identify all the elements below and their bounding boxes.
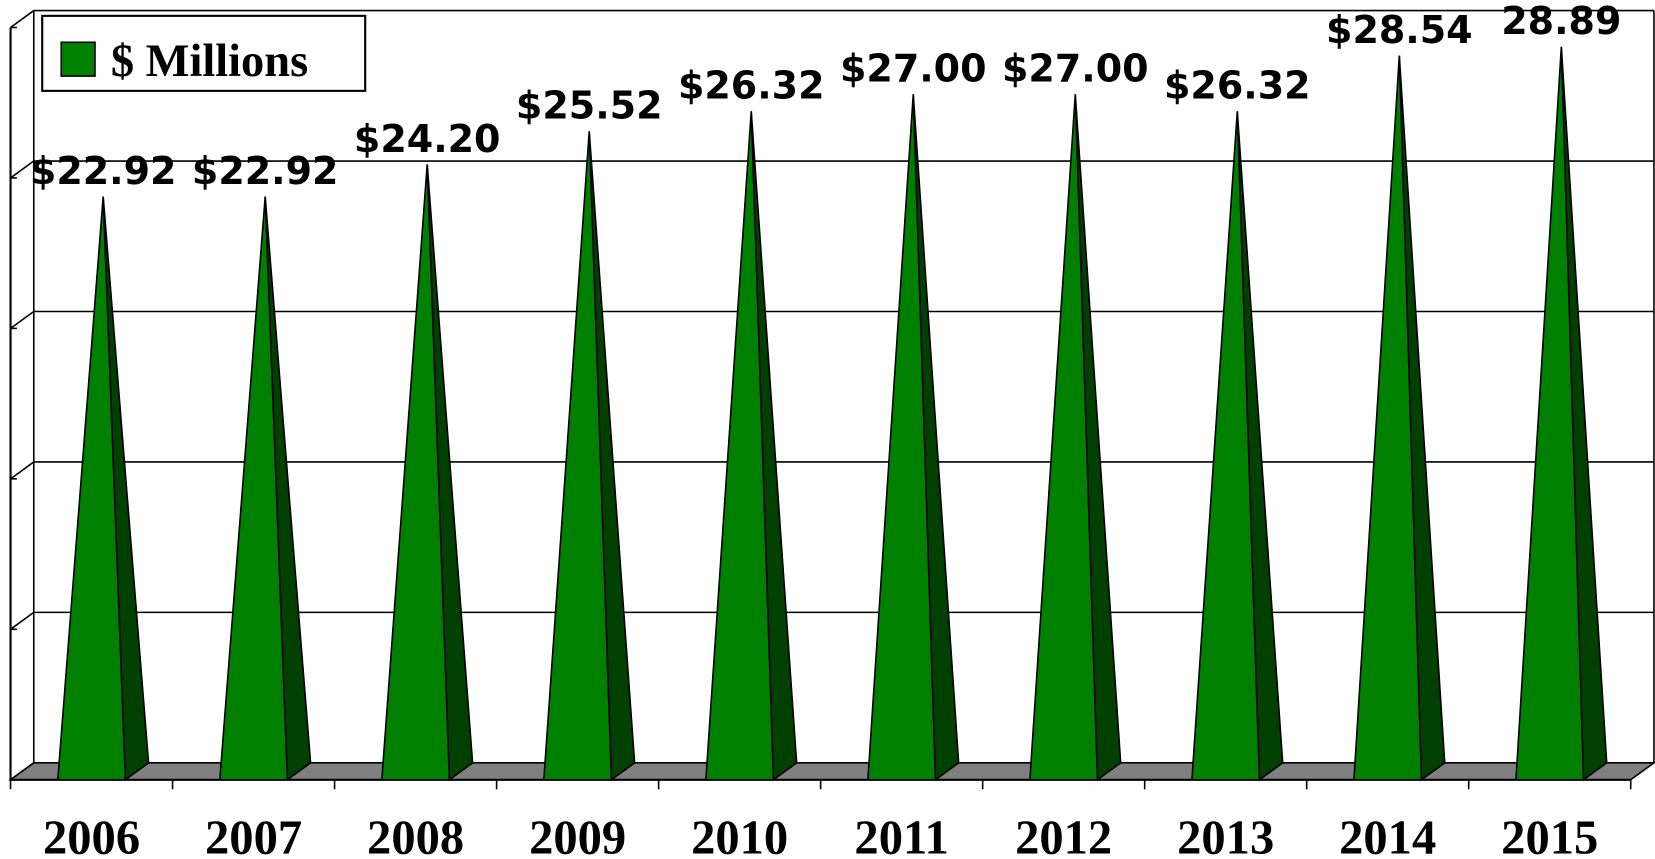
grid-line xyxy=(10,611,35,630)
data-label: $28.54 xyxy=(1326,8,1473,52)
data-label: 28.89 xyxy=(1501,0,1621,43)
pyramid xyxy=(1191,111,1261,781)
pyramid xyxy=(542,131,613,781)
pyramid xyxy=(1353,55,1423,781)
x-tick-label: 2009 xyxy=(529,811,626,859)
x-tick-label: 2011 xyxy=(854,811,948,859)
grid-line xyxy=(10,160,35,179)
x-tick-label: 2013 xyxy=(1177,811,1274,859)
data-label: $26.32 xyxy=(1164,64,1311,108)
legend-swatch xyxy=(60,41,96,77)
grid-line xyxy=(10,461,35,480)
x-tick-label: 2007 xyxy=(205,811,302,859)
data-label: $24.20 xyxy=(354,117,501,161)
legend-box xyxy=(41,14,367,92)
pyramid xyxy=(1029,94,1099,781)
pyramid xyxy=(56,196,127,781)
pyramid xyxy=(1515,46,1585,781)
x-tick-label: 2014 xyxy=(1339,811,1436,859)
grid-line xyxy=(10,310,35,330)
data-label: $27.00 xyxy=(840,47,987,91)
data-label: $27.00 xyxy=(1002,47,1149,91)
x-tick-label: 2012 xyxy=(1015,811,1112,859)
pyramid xyxy=(867,94,937,781)
x-tick-label: 2008 xyxy=(367,811,464,859)
x-tick-label: 2010 xyxy=(691,811,788,859)
data-label: $22.92 xyxy=(30,149,177,193)
pyramid xyxy=(380,164,451,781)
x-tick-label: 2006 xyxy=(43,811,140,859)
pyramid xyxy=(218,196,289,781)
data-label: $26.32 xyxy=(678,64,825,108)
pyramid xyxy=(705,111,775,781)
data-label: $25.52 xyxy=(516,84,663,128)
grid-line xyxy=(10,9,35,29)
x-tick-label: 2015 xyxy=(1501,811,1598,859)
legend-label: $ Millions xyxy=(111,36,308,87)
data-label: $22.92 xyxy=(192,149,339,193)
